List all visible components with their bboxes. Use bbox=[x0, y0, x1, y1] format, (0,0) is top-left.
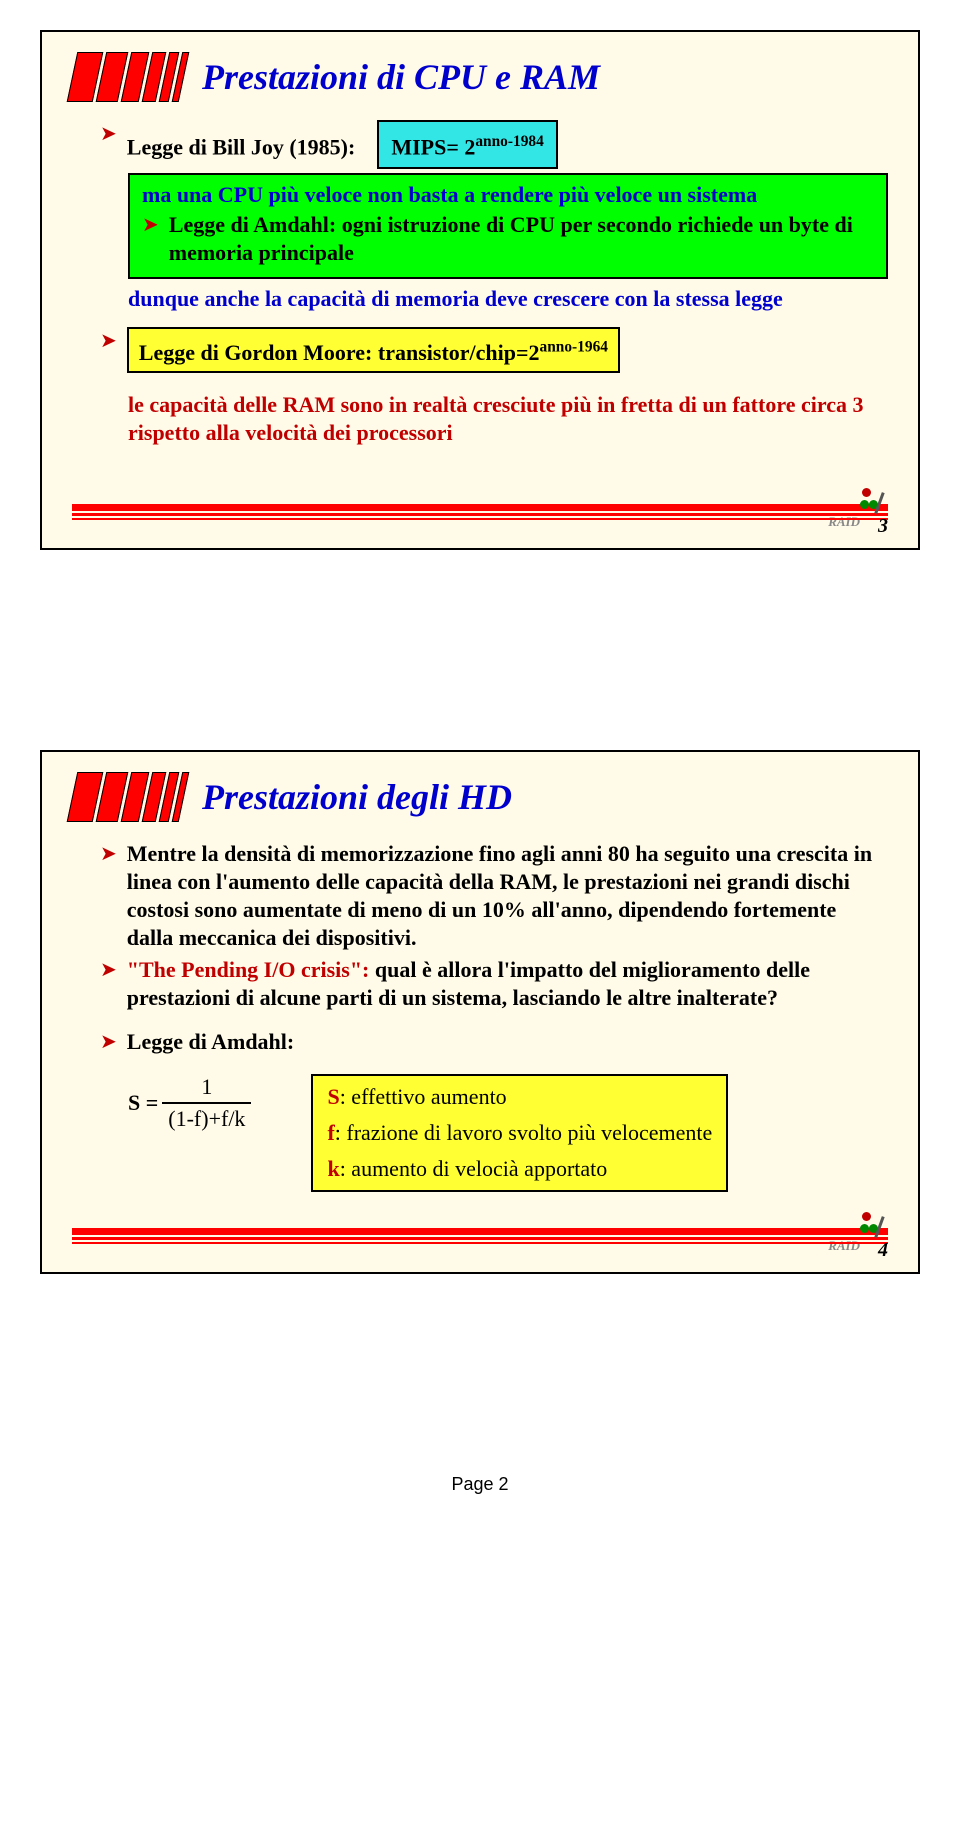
slide-title: Prestazioni di CPU e RAM bbox=[202, 56, 600, 98]
slide-footer: RAID 3 bbox=[72, 504, 888, 530]
moore-exp: anno-1964 bbox=[540, 338, 608, 355]
slide-content: ➤ Mentre la densità di memorizzazione fi… bbox=[72, 840, 888, 1056]
page-number-label: Page 2 bbox=[40, 1474, 920, 1495]
frac-numerator: 1 bbox=[162, 1074, 251, 1104]
footer-lines-icon bbox=[72, 504, 888, 522]
bullet-moore-law: ➤ Legge di Gordon Moore: transistor/chip… bbox=[100, 327, 888, 372]
frac-denominator: (1-f)+f/k bbox=[162, 1104, 251, 1132]
slide-1: Prestazioni di CPU e RAM ➤ Legge di Bill… bbox=[40, 30, 920, 550]
slide-title: Prestazioni degli HD bbox=[202, 776, 512, 818]
formula-row: S = 1 (1-f)+f/k S: effettivo aumento f: … bbox=[72, 1074, 888, 1192]
slide-footer: RAID 4 bbox=[72, 1228, 888, 1254]
bullet-iocrisis: ➤ "The Pending I/O crisis": qual è allor… bbox=[100, 956, 888, 1012]
slide-page-number: 3 bbox=[878, 515, 888, 538]
green-box-cpu: ma una CPU più veloce non basta a render… bbox=[128, 173, 888, 279]
bullet-joy-law: ➤ Legge di Bill Joy (1985): MIPS= 2anno-… bbox=[100, 120, 888, 169]
def-s-text: : effettivo aumento bbox=[340, 1084, 507, 1109]
def-k-key: k bbox=[327, 1156, 339, 1181]
definitions-box: S: effettivo aumento f: frazione di lavo… bbox=[311, 1074, 728, 1192]
density-text: Mentre la densità di memorizzazione fino… bbox=[127, 840, 888, 952]
frac-left: S = bbox=[128, 1090, 158, 1115]
slide-title-row: Prestazioni degli HD bbox=[72, 772, 888, 822]
amdahl-label: Legge di Amdahl: bbox=[127, 1028, 294, 1056]
bullet-density: ➤ Mentre la densità di memorizzazione fi… bbox=[100, 840, 888, 952]
bullet-arrow-icon: ➤ bbox=[100, 1028, 117, 1056]
amdahl-formula: S = 1 (1-f)+f/k bbox=[100, 1074, 251, 1132]
bullet-arrow-icon: ➤ bbox=[142, 211, 159, 239]
footer-lines-icon bbox=[72, 1228, 888, 1246]
bullet-arrow-icon: ➤ bbox=[100, 956, 117, 984]
def-k-text: : aumento di velocià apportato bbox=[340, 1156, 608, 1181]
def-s-key: S bbox=[327, 1084, 339, 1109]
def-s: S: effettivo aumento bbox=[327, 1084, 712, 1110]
cpu-speed-text: ma una CPU più veloce non basta a render… bbox=[142, 181, 874, 209]
memory-growth-text: dunque anche la capacità di memoria deve… bbox=[100, 285, 888, 313]
bullet-arrow-icon: ➤ bbox=[100, 840, 117, 868]
slide-2: Prestazioni degli HD ➤ Mentre la densità… bbox=[40, 750, 920, 1274]
bullet-arrow-icon: ➤ bbox=[100, 120, 117, 148]
joy-formula-exp: anno-1984 bbox=[475, 133, 543, 150]
bullet-arrow-icon: ➤ bbox=[100, 327, 117, 355]
joy-law-formula-box: MIPS= 2anno-1984 bbox=[377, 120, 557, 169]
joy-law-text: Legge di Bill Joy (1985): bbox=[127, 134, 356, 159]
iocrisis-lead: "The Pending I/O crisis": bbox=[127, 957, 370, 982]
def-k: k: aumento di velocià apportato bbox=[327, 1156, 712, 1182]
title-decoration-icon bbox=[72, 772, 184, 822]
moore-prefix: Legge di Gordon Moore: transistor/chip=2 bbox=[139, 340, 540, 365]
bullet-amdahl-formula: ➤ Legge di Amdahl: bbox=[100, 1028, 888, 1056]
amdahl-text: Legge di Amdahl: ogni istruzione di CPU … bbox=[169, 211, 874, 267]
slide-title-row: Prestazioni di CPU e RAM bbox=[72, 52, 888, 102]
def-f-text: : frazione di lavoro svolto più veloceme… bbox=[335, 1120, 713, 1145]
ram-capacity-text: le capacità delle RAM sono in realtà cre… bbox=[100, 391, 888, 447]
slide-page-number: 4 bbox=[878, 1239, 888, 1262]
slide-content: ➤ Legge di Bill Joy (1985): MIPS= 2anno-… bbox=[72, 120, 888, 447]
moore-law-box: Legge di Gordon Moore: transistor/chip=2… bbox=[127, 327, 620, 372]
def-f-key: f bbox=[327, 1120, 334, 1145]
title-decoration-icon bbox=[72, 52, 184, 102]
def-f: f: frazione di lavoro svolto più velocem… bbox=[327, 1120, 712, 1146]
joy-formula-base: MIPS= 2 bbox=[391, 134, 475, 159]
